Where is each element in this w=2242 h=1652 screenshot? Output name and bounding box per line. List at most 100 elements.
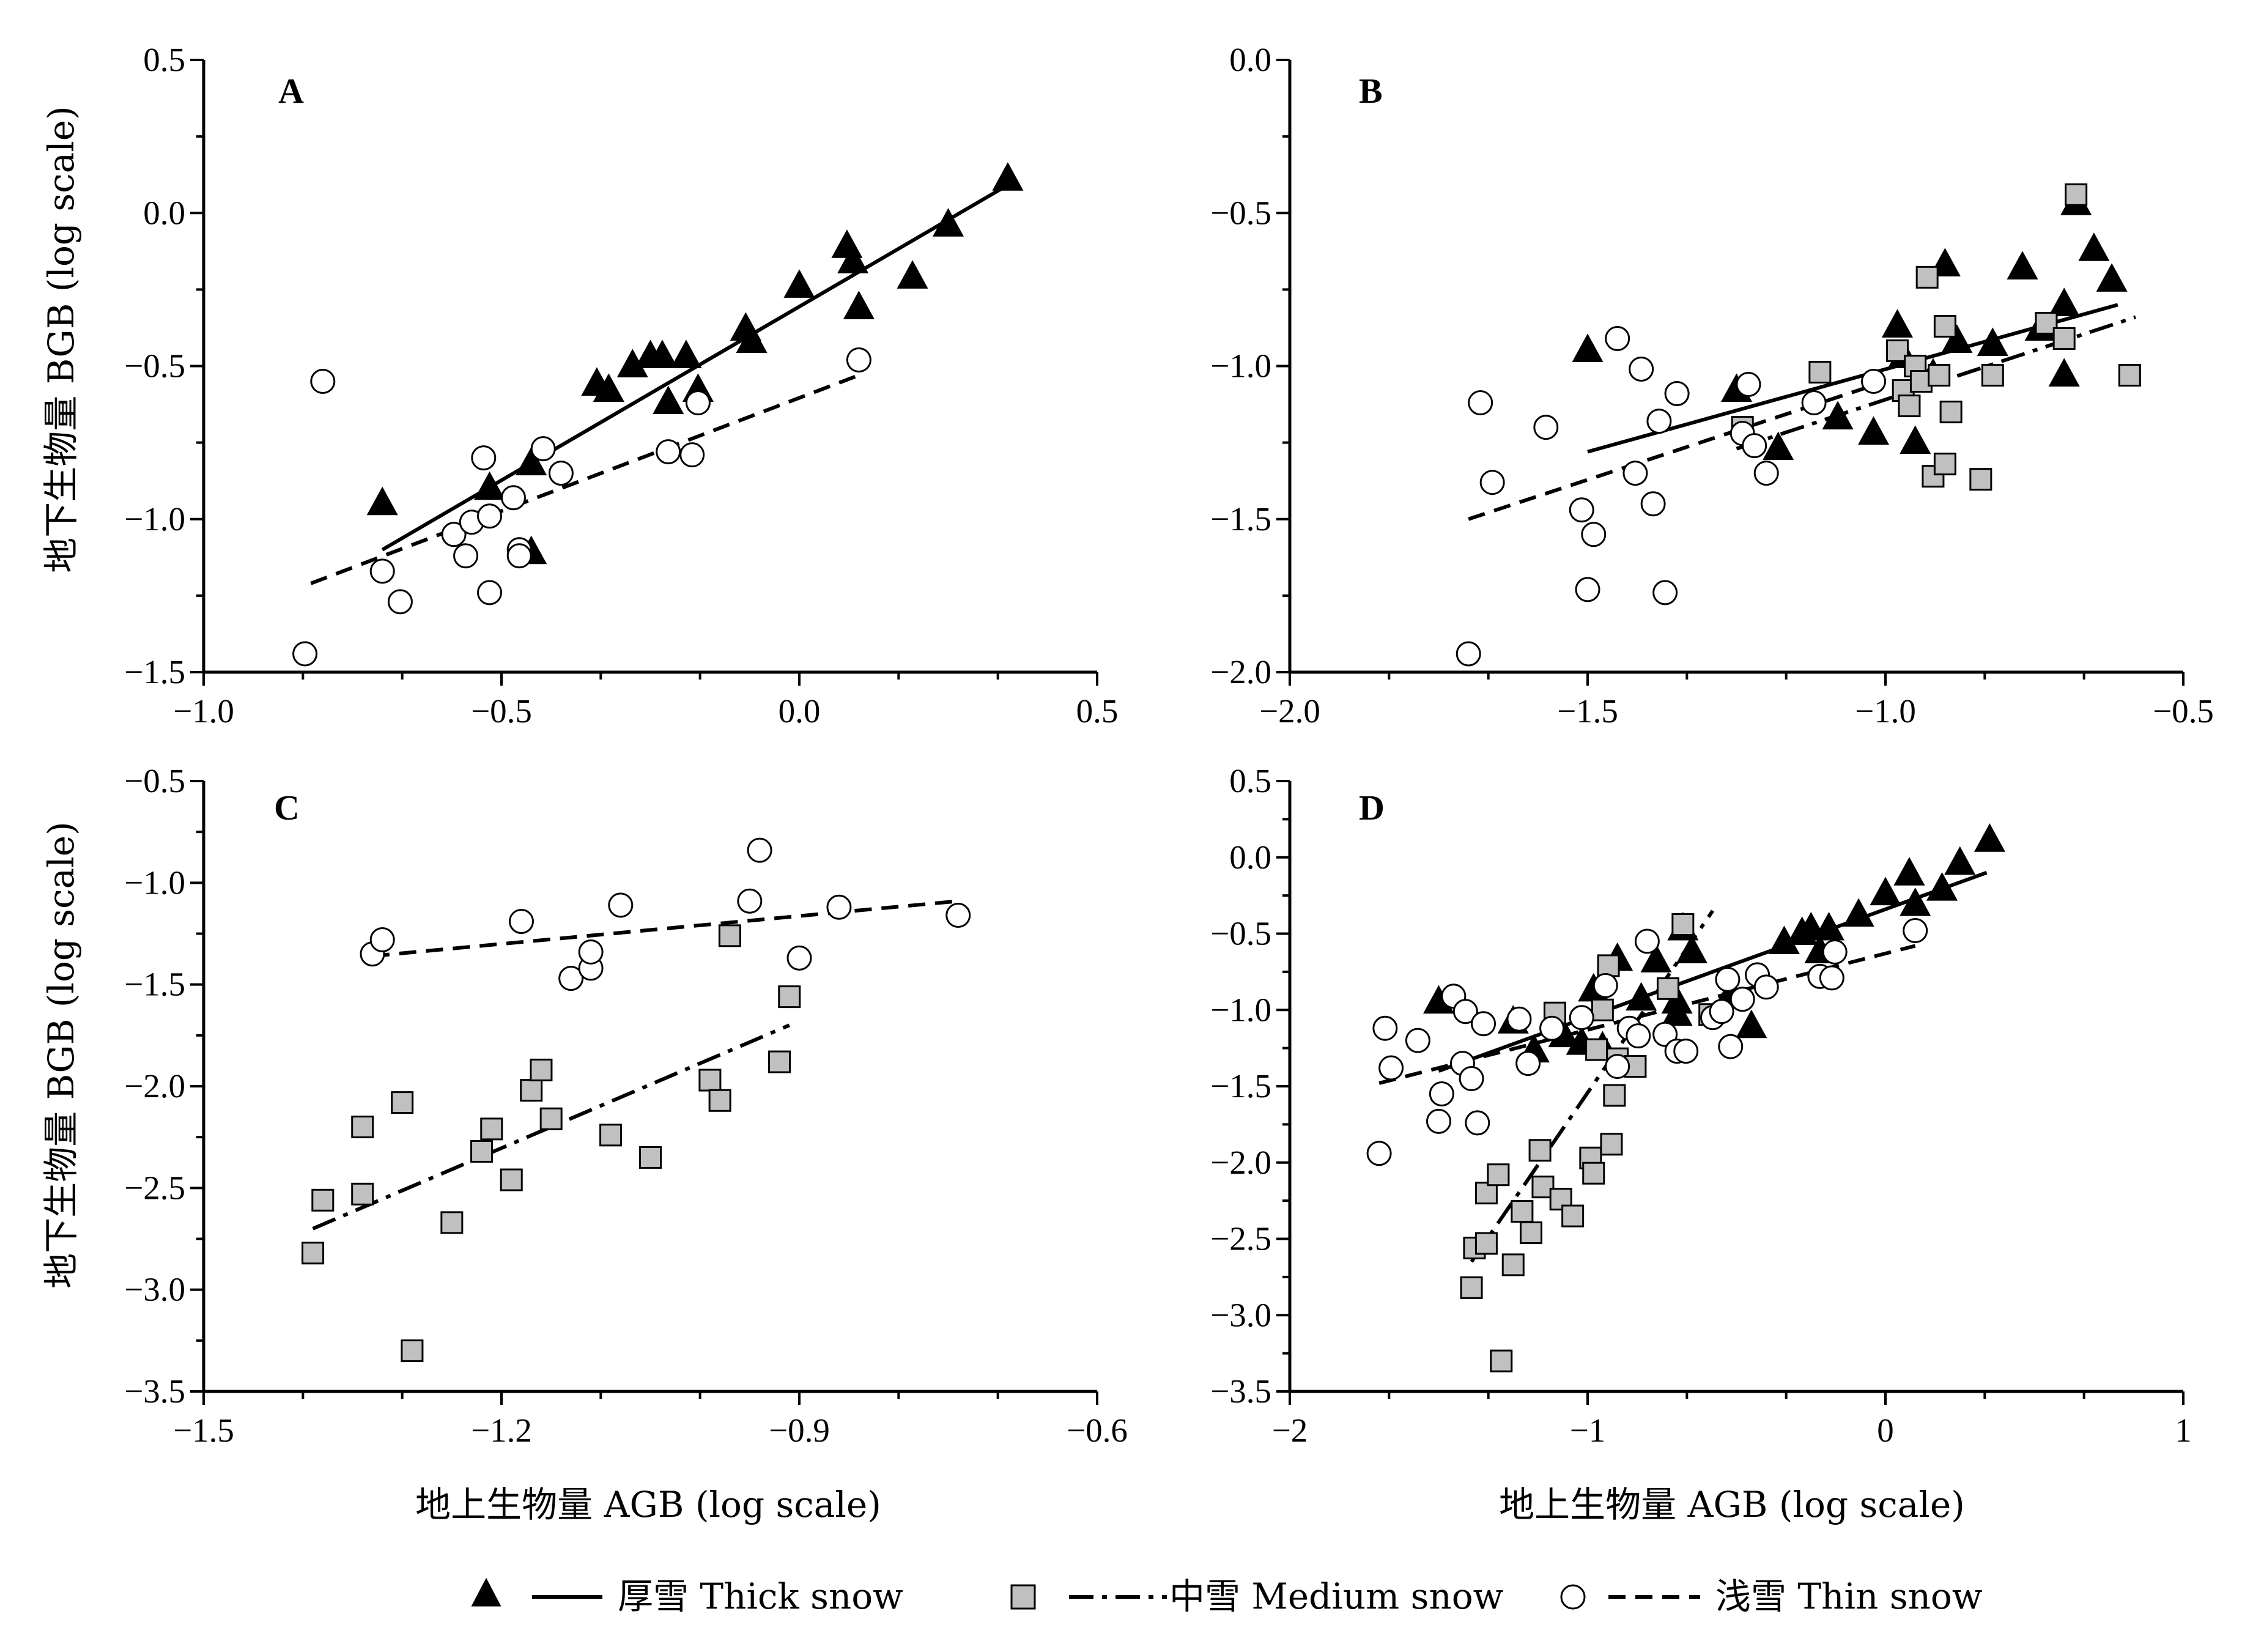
thin-snow-point: [453, 543, 479, 569]
thin-snow-point: [578, 939, 604, 965]
x-tick-label: −1.5: [173, 1412, 234, 1449]
thick-snow-point: [593, 373, 624, 402]
medium-snow-point: [1981, 364, 2004, 387]
thin-snow-point: [369, 558, 395, 584]
thin-snow-point: [1452, 999, 1478, 1024]
thin-snow-point: [1718, 1034, 1744, 1059]
thin-snow-point: [656, 439, 681, 465]
y-tick-label: −1.5: [124, 966, 185, 1003]
thin-snow-point: [826, 894, 852, 920]
thick-snow-point: [1870, 876, 1901, 906]
thick-snow-point: [1843, 898, 1874, 927]
thick-snow-point: [1736, 1009, 1767, 1039]
medium-snow-point: [1656, 977, 1679, 1000]
medium-snow-point: [1933, 314, 1956, 338]
fit-line-dashed: [372, 899, 959, 958]
thick-snow-point: [1900, 425, 1931, 454]
y-tick-label: −1.5: [124, 653, 185, 691]
medium-snow-point: [520, 1079, 543, 1102]
legend: 厚雪 Thick snow 中雪 Medium snow 浅雪 Thin sno…: [471, 1576, 1983, 1617]
medium-snow-point: [1582, 1161, 1605, 1185]
x-tick-label: 0.5: [1076, 692, 1119, 730]
thin-snow-point: [310, 369, 336, 394]
thick-snow-point: [783, 269, 815, 298]
thick-snow-point: [1640, 944, 1672, 972]
thin-snow-point: [500, 485, 526, 511]
thick-snow-point: [1944, 846, 1976, 875]
medium-snow-point: [391, 1091, 414, 1114]
thin-snow-point: [1903, 918, 1928, 944]
medium-snow-point: [1460, 1276, 1483, 1299]
medium-snow-point: [480, 1117, 503, 1141]
thin-snow-point: [1539, 1015, 1565, 1041]
fit-line-dashdot: [312, 1023, 790, 1231]
x-axis-title-right: 地上生物量 AGB (log scale): [1499, 1484, 1965, 1525]
x-tick-label: −1.0: [1855, 692, 1916, 730]
thin-snow-point: [1569, 1005, 1594, 1031]
thin-snow-point: [477, 503, 503, 529]
y-tick-label: −0.5: [1210, 915, 1271, 952]
x-tick-label: −1: [1570, 1412, 1606, 1449]
thin-snow-point: [387, 589, 413, 615]
thin-snow-point: [1593, 972, 1618, 998]
medium-snow-point: [440, 1211, 464, 1234]
thick-snow-point: [1572, 333, 1604, 362]
medium-snow-point: [1519, 1221, 1542, 1245]
panel-d: −2 −1 0 1 −3.5 −3.0 −2.5 −2.0 −1.5 −1.0 −0.5 0.0 0.5…: [1210, 762, 2192, 1449]
y-tick-label: −2.0: [1210, 653, 1271, 691]
thin-snow-point: [1471, 1011, 1497, 1037]
thin-snow-point: [737, 888, 763, 914]
thick-snow-point: [1926, 872, 1958, 901]
medium-snow-point: [311, 1188, 335, 1212]
medium-snow-point: [639, 1146, 662, 1169]
x-tick-label: −0.5: [471, 692, 532, 730]
medium-snow-point: [351, 1182, 374, 1206]
thin-snow-point: [1372, 1015, 1398, 1041]
thin-snow-point: [1569, 497, 1594, 523]
thick-snow-point: [843, 291, 875, 319]
medium-snow-point: [1528, 1139, 1552, 1162]
medium-snow-point: [2065, 183, 2088, 206]
thin-snow-point: [685, 390, 711, 416]
medium-snow-point: [401, 1339, 424, 1362]
medium-snow-point: [2052, 327, 2076, 350]
thick-snow-point: [2048, 287, 2080, 316]
thick-snow-point: [1813, 911, 1845, 941]
legend-circle-marker: [1560, 1584, 1586, 1610]
y-tick-label: 0.0: [1229, 839, 1271, 876]
y-tick-label: −1.0: [1210, 347, 1271, 385]
y-tick-label: −1.0: [124, 864, 185, 901]
thin-snow-point: [679, 442, 705, 468]
medium-snow-point: [1585, 1038, 1608, 1061]
medium-snow-point: [718, 924, 741, 947]
thin-snow-point: [1634, 928, 1660, 954]
medium-snow-point: [1898, 394, 1921, 418]
thin-snow-point: [1533, 415, 1559, 440]
thin-snow-point: [292, 641, 318, 667]
medium-snow-point: [302, 1242, 325, 1265]
thick-snow-point: [992, 162, 1024, 191]
thick-snow-point: [1857, 416, 1890, 445]
thin-snow-point: [1753, 974, 1779, 1000]
thin-snow-point: [1626, 1023, 1651, 1049]
y-tick-label: −0.5: [1210, 194, 1271, 231]
panel-d-letter: D: [1359, 788, 1385, 828]
legend-item-medium: 中雪 Medium snow: [1010, 1576, 1503, 1617]
thick-snow-point: [516, 446, 547, 476]
thick-snow-point: [2078, 232, 2110, 261]
medium-snow-point: [1969, 468, 1992, 491]
y-tick-label: −3.5: [1210, 1372, 1271, 1410]
thin-snow-point: [1575, 577, 1600, 602]
legend-triangle-marker: [471, 1577, 501, 1607]
thick-snow-point: [897, 260, 928, 289]
thin-snow-point: [1605, 1054, 1630, 1080]
medium-snow-point: [470, 1139, 494, 1163]
medium-snow-point: [1928, 364, 1951, 387]
y-tick-label: −0.5: [124, 347, 185, 385]
medium-snow-point: [1600, 1133, 1623, 1156]
thin-snow-point: [530, 436, 556, 462]
thick-snow-point: [1974, 823, 2005, 852]
thin-snow-point: [1646, 409, 1672, 434]
medium-snow-point: [1591, 998, 1614, 1021]
